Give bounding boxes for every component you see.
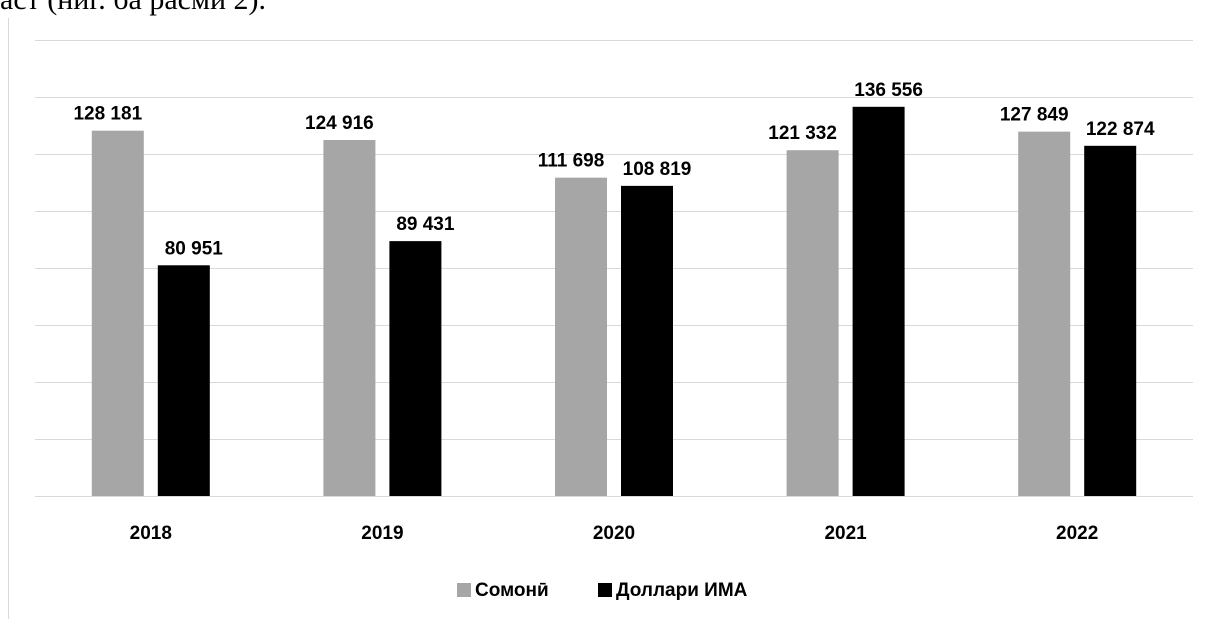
bar bbox=[786, 150, 839, 496]
x-tick-label: 2020 bbox=[593, 523, 635, 544]
bar bbox=[91, 130, 144, 496]
value-label: 89 431 bbox=[396, 214, 455, 235]
bar bbox=[323, 139, 376, 497]
bar bbox=[555, 177, 607, 496]
value-label: 122 874 bbox=[1086, 119, 1155, 140]
value-label: 111 698 bbox=[538, 151, 605, 172]
legend-label: Сомонӣ bbox=[475, 580, 549, 601]
x-tick-label: 2022 bbox=[1056, 523, 1098, 544]
value-label: 108 819 bbox=[623, 159, 692, 180]
bar bbox=[389, 241, 442, 496]
value-label: 128 181 bbox=[73, 104, 142, 125]
x-tick-label: 2018 bbox=[130, 523, 172, 544]
bar bbox=[621, 185, 673, 496]
bar bbox=[852, 106, 905, 496]
value-label: 124 916 bbox=[305, 113, 374, 134]
legend-swatch bbox=[598, 583, 612, 597]
bar bbox=[157, 265, 210, 496]
value-label: 127 849 bbox=[1000, 105, 1069, 126]
x-tick-label: 2021 bbox=[824, 523, 867, 544]
caption: аст (ниг. ба расми 2). bbox=[0, 0, 266, 16]
value-label: 121 332 bbox=[768, 123, 837, 144]
legend-label: Доллари ИМА bbox=[616, 580, 748, 601]
x-tick-label: 2019 bbox=[361, 523, 403, 544]
bar bbox=[1084, 145, 1137, 497]
value-label: 136 556 bbox=[854, 80, 923, 101]
bar bbox=[1018, 131, 1071, 496]
legend-swatch bbox=[457, 583, 471, 597]
value-label: 80 951 bbox=[165, 238, 224, 259]
